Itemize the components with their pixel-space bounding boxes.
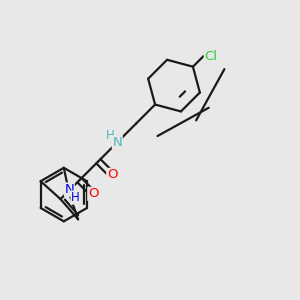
Text: H: H	[71, 191, 80, 204]
Text: H: H	[106, 129, 115, 142]
Text: Cl: Cl	[204, 50, 218, 63]
Text: O: O	[88, 188, 98, 200]
Text: N: N	[112, 136, 122, 149]
Text: N: N	[64, 183, 74, 196]
Text: O: O	[107, 168, 117, 182]
